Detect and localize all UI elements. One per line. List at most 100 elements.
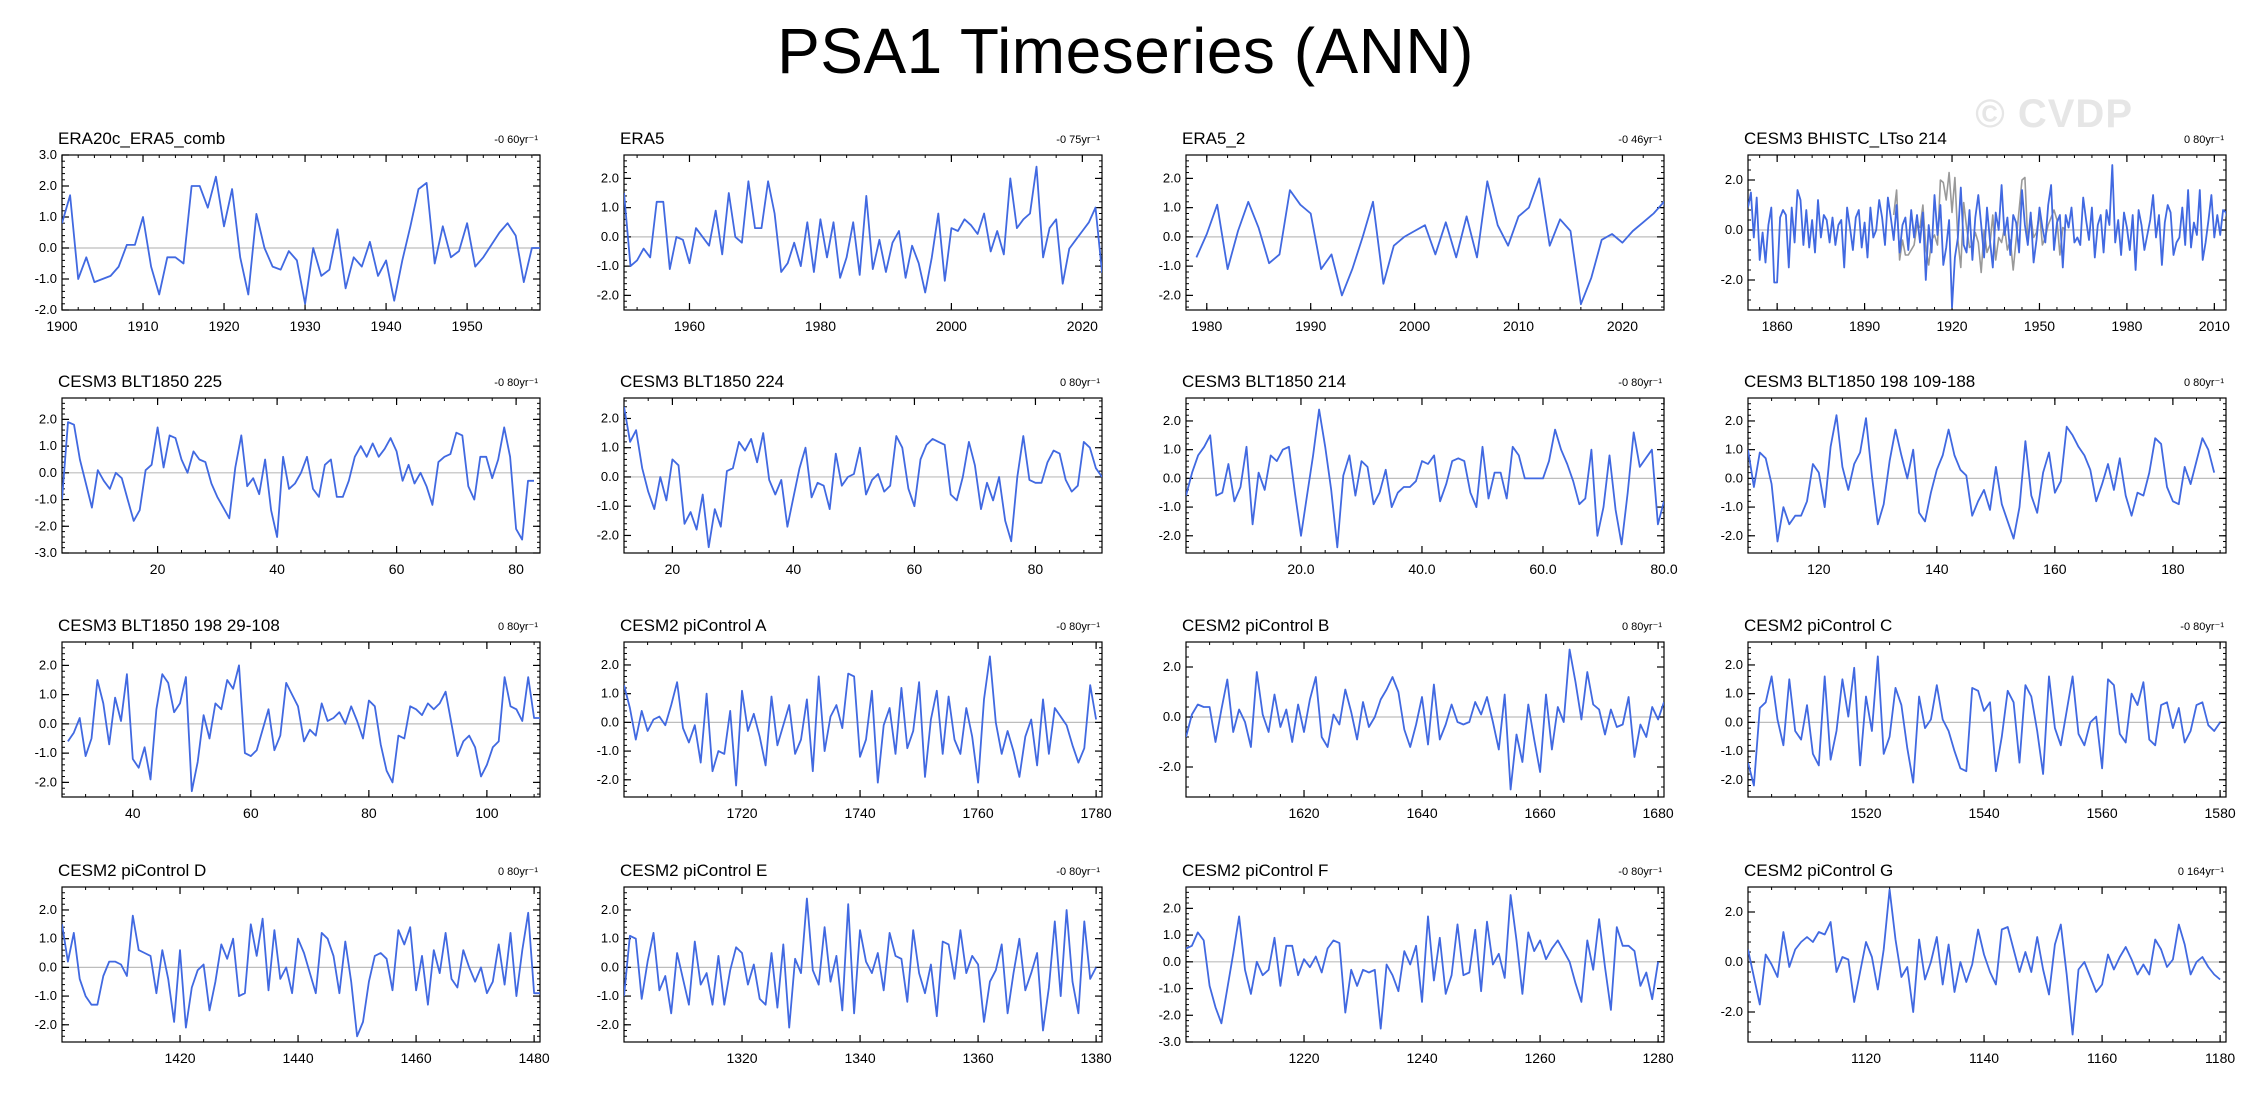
x-tick-label: 1660 xyxy=(1524,805,1555,821)
y-tick-label: 2.0 xyxy=(39,178,57,193)
series-line xyxy=(1186,648,1664,791)
panel-cesm3-blt1850-225: CESM3 BLT1850 225 -0 80yr⁻¹ -3.0 -2.0 -1.0 0.… xyxy=(35,372,541,577)
panel-cesm3-blt1850-224: CESM3 BLT1850 224 0 80yr⁻¹ -2.0 -1.0 0.0 1.0 2… xyxy=(597,372,1103,577)
panel-era20c-era5-comb: ERA20c_ERA5_comb -0 60yr⁻¹ -2.0 -1.0 0.0 1.0 2… xyxy=(35,129,541,334)
trend-label: -0 80yr⁻¹ xyxy=(1056,866,1100,878)
plot-frame xyxy=(623,886,1103,1043)
panel-title: CESM2 piControl A xyxy=(620,616,767,635)
main-title: PSA1 Timeseries (ANN) xyxy=(777,15,1474,87)
observed-overlay-line xyxy=(1892,171,2067,274)
x-tick-label: 1950 xyxy=(2024,318,2055,334)
y-tick-label: 0.0 xyxy=(601,714,619,729)
y-tick-label: -2.0 xyxy=(1159,287,1181,302)
x-tick-label: 1760 xyxy=(962,805,993,821)
x-tick-label: 1260 xyxy=(1524,1050,1555,1066)
y-tick-label: -2.0 xyxy=(35,518,57,533)
y-tick-label: 1.0 xyxy=(39,438,57,453)
x-tick-label: 1620 xyxy=(1288,805,1319,821)
y-tick-label: 0.0 xyxy=(601,959,619,974)
series-line xyxy=(1748,655,2221,787)
y-tick-label: 2.0 xyxy=(39,657,57,672)
trend-label: 0 80yr⁻¹ xyxy=(1622,621,1662,633)
y-tick-label: -1.0 xyxy=(1159,258,1181,273)
series-line xyxy=(1748,414,2216,543)
y-tick-label: 1.0 xyxy=(1725,442,1743,457)
y-tick-label: 0.0 xyxy=(1163,470,1181,485)
series-line xyxy=(62,421,534,541)
series-line xyxy=(624,165,1102,294)
y-tick-label: 0.0 xyxy=(39,959,57,974)
y-tick-label: -2.0 xyxy=(597,287,619,302)
x-tick-label: 140 xyxy=(1925,561,1949,577)
x-tick-label: 1940 xyxy=(370,318,401,334)
panel-cesm3-blt1850-214: CESM3 BLT1850 214 -0 80yr⁻¹ -2.0 -1.0 0.0 1.0… xyxy=(1159,372,1678,577)
x-tick-label: 40 xyxy=(269,561,285,577)
trend-label: -0 80yr⁻¹ xyxy=(494,377,538,389)
y-tick-label: 1.0 xyxy=(601,440,619,455)
x-tick-label: 1460 xyxy=(400,1050,431,1066)
y-tick-label: -2.0 xyxy=(597,527,619,542)
x-tick-label: 1960 xyxy=(674,318,705,334)
x-tick-label: 60.0 xyxy=(1529,561,1556,577)
plot-frame xyxy=(1747,886,2227,1043)
trend-label: 0 80yr⁻¹ xyxy=(2184,377,2224,389)
y-tick-label: -1.0 xyxy=(597,498,619,513)
y-tick-label: 0.0 xyxy=(39,716,57,731)
x-tick-label: 160 xyxy=(2043,561,2067,577)
trend-label: 0 80yr⁻¹ xyxy=(498,621,538,633)
y-tick-label: 0.0 xyxy=(1725,222,1743,237)
trend-label: 0 164yr⁻¹ xyxy=(2178,866,2224,878)
x-tick-label: 2000 xyxy=(936,318,967,334)
x-tick-label: 1980 xyxy=(2111,318,2142,334)
x-tick-label: 1720 xyxy=(726,805,757,821)
y-tick-label: 2.0 xyxy=(1725,172,1743,187)
trend-label: -0 80yr⁻¹ xyxy=(1056,621,1100,633)
series-line xyxy=(67,664,540,793)
plot-frame xyxy=(61,641,541,798)
x-tick-label: 40 xyxy=(786,561,802,577)
panel-era5-2: ERA5_2 -0 46yr⁻¹ -2.0 -1.0 0.0 1.0 2.0 1980 1990… xyxy=(1159,129,1665,334)
x-tick-label: 20 xyxy=(150,561,166,577)
y-tick-label: -2.0 xyxy=(1159,1007,1181,1022)
x-tick-label: 1980 xyxy=(805,318,836,334)
y-tick-label: 1.0 xyxy=(39,931,57,946)
watermark: © CVDP xyxy=(1975,92,2133,136)
panel-title: CESM2 piControl C xyxy=(1744,616,1892,635)
y-tick-label: -2.0 xyxy=(1721,1004,1743,1019)
x-tick-label: 1140 xyxy=(1969,1050,1999,1066)
x-tick-label: 40.0 xyxy=(1408,561,1435,577)
x-tick-label: 1480 xyxy=(519,1050,550,1066)
y-tick-label: 0.0 xyxy=(1163,709,1181,724)
panel-cesm2-picontrol-b: CESM2 piControl B 0 80yr⁻¹ -2.0 0.0 2.0 1620 1… xyxy=(1159,616,1674,821)
x-tick-label: 1740 xyxy=(844,805,875,821)
y-tick-label: 0.0 xyxy=(39,465,57,480)
x-tick-label: 1900 xyxy=(46,318,77,334)
y-tick-label: 0.0 xyxy=(1725,470,1743,485)
series-line xyxy=(1195,177,1664,306)
x-tick-label: 2020 xyxy=(1067,318,1098,334)
trend-label: -0 46yr⁻¹ xyxy=(1618,134,1662,146)
x-tick-label: 1780 xyxy=(1081,805,1112,821)
panel-title: CESM2 piControl D xyxy=(58,861,206,880)
x-tick-label: 2000 xyxy=(1399,318,1430,334)
x-tick-label: 40 xyxy=(125,805,141,821)
y-tick-label: 0.0 xyxy=(1163,954,1181,969)
x-tick-label: 1640 xyxy=(1406,805,1437,821)
series-line xyxy=(62,175,540,305)
panel-cesm2-picontrol-c: CESM2 piControl C -0 80yr⁻¹ -2.0 -1.0 0.0 1.0… xyxy=(1721,616,2236,821)
panel-title: CESM2 piControl E xyxy=(620,861,767,880)
trend-label: -0 80yr⁻¹ xyxy=(2180,621,2224,633)
y-tick-label: 2.0 xyxy=(1725,904,1743,919)
y-tick-label: 2.0 xyxy=(601,170,619,185)
x-tick-label: 2020 xyxy=(1607,318,1638,334)
y-tick-label: -2.0 xyxy=(597,1017,619,1032)
x-tick-label: 1680 xyxy=(1643,805,1674,821)
y-tick-label: 0.0 xyxy=(1725,714,1743,729)
x-tick-label: 60 xyxy=(907,561,923,577)
series-line xyxy=(1748,164,2226,309)
plot-frame xyxy=(1185,886,1665,1043)
x-tick-label: 1220 xyxy=(1288,1050,1319,1066)
y-tick-label: 1.0 xyxy=(601,200,619,215)
x-tick-label: 1380 xyxy=(1081,1050,1112,1066)
trend-label: 0 80yr⁻¹ xyxy=(1060,377,1100,389)
